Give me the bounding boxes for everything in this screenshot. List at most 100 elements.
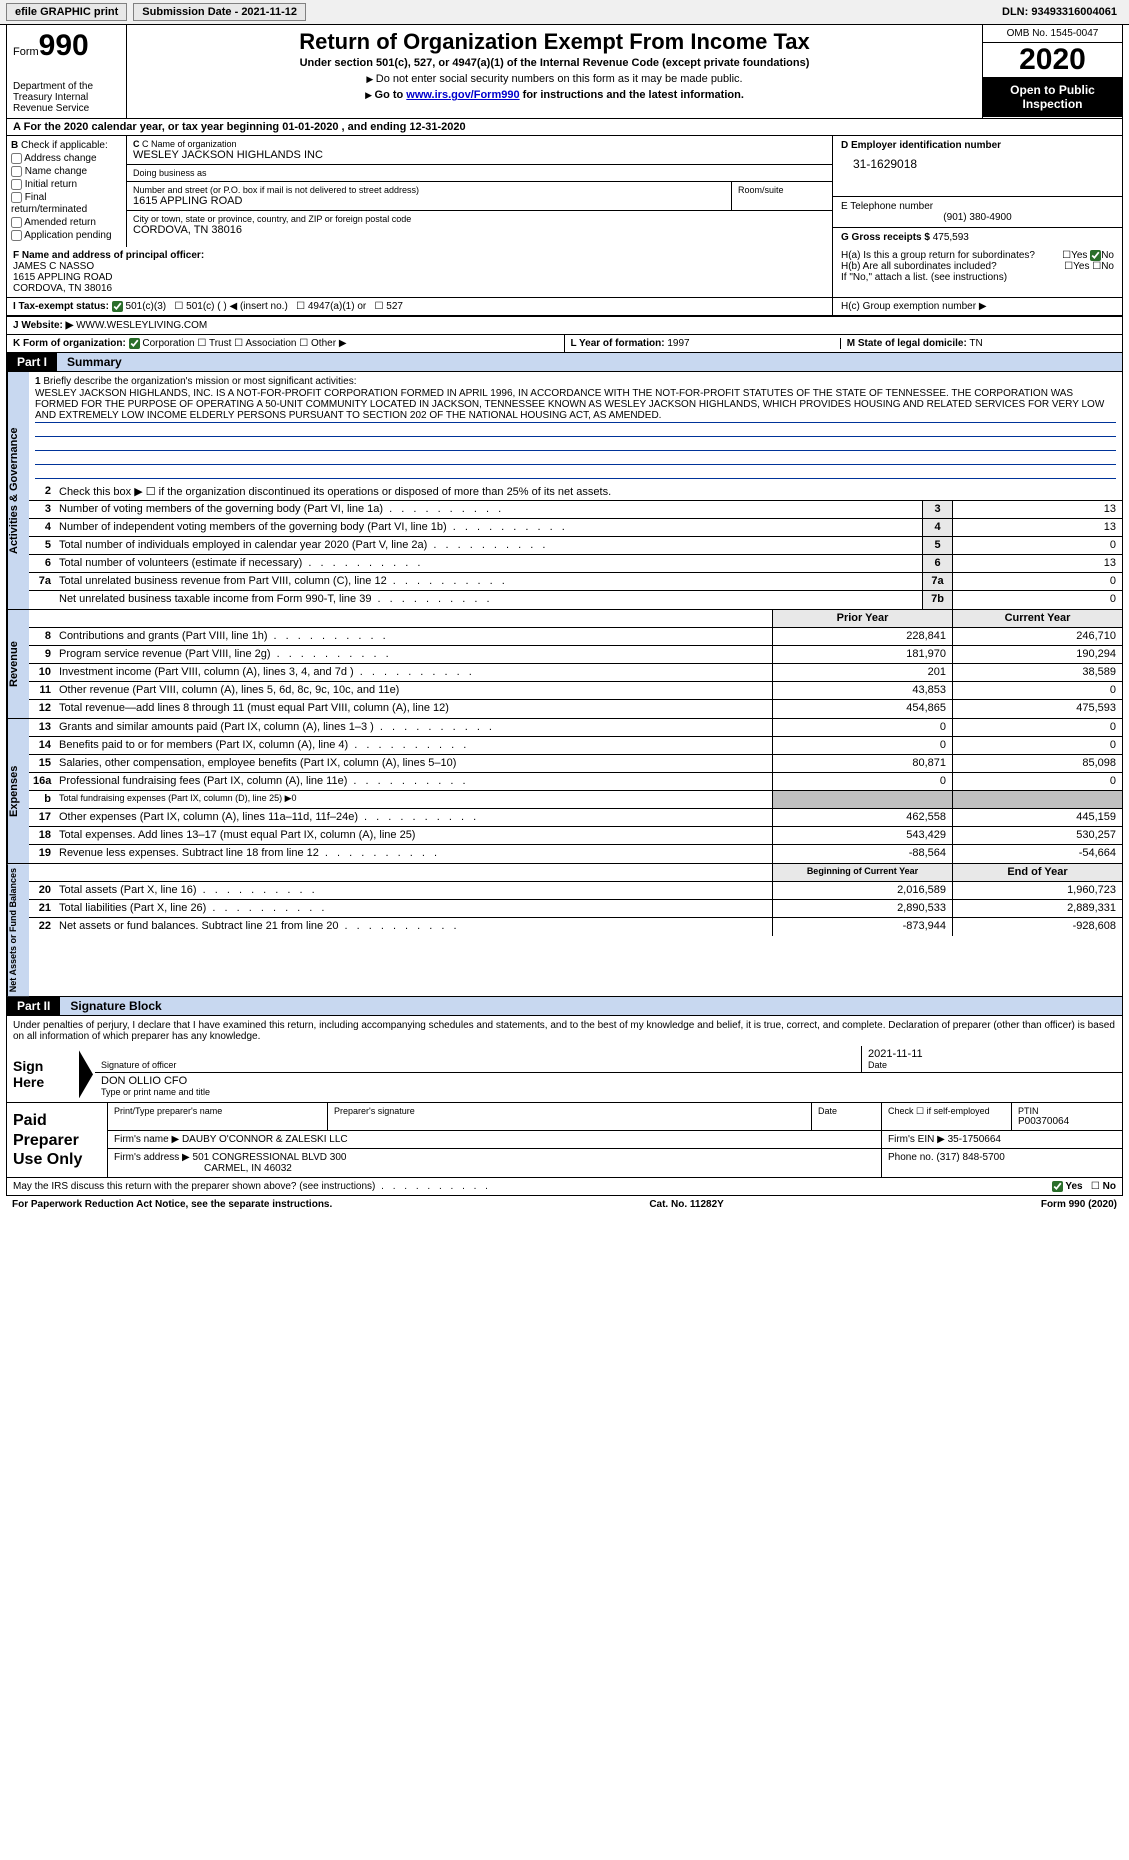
line7b-value: 0 <box>952 591 1122 609</box>
firm-phone: (317) 848-5700 <box>936 1152 1004 1163</box>
name-change-checkbox[interactable] <box>11 166 22 177</box>
form-label: Form <box>13 46 39 58</box>
return-subtitle: Under section 501(c), 527, or 4947(a)(1)… <box>133 57 976 69</box>
line17-prior: 462,558 <box>772 809 952 826</box>
line4-value: 13 <box>952 519 1122 536</box>
line11-prior: 43,853 <box>772 682 952 699</box>
section-b: B Check if applicable: Address change Na… <box>7 136 127 247</box>
note-ssn: Do not enter social security numbers on … <box>133 73 976 85</box>
revenue-section: Revenue Prior YearCurrent Year 8Contribu… <box>6 610 1123 719</box>
firm-name: DAUBY O'CONNOR & ZALESKI LLC <box>182 1134 348 1145</box>
preparer-block: Paid Preparer Use Only Print/Type prepar… <box>6 1103 1123 1178</box>
vtab-governance: Activities & Governance <box>7 372 29 609</box>
part1-header: Part I Summary <box>6 353 1123 372</box>
line12-current: 475,593 <box>952 700 1122 718</box>
street-address: 1615 APPLING ROAD <box>133 195 725 207</box>
corporation-checkbox[interactable] <box>129 338 140 349</box>
footer: For Paperwork Reduction Act Notice, see … <box>6 1196 1123 1213</box>
line6-value: 13 <box>952 555 1122 572</box>
topbar: efile GRAPHIC print Submission Date - 20… <box>0 0 1129 25</box>
note-link: Go to www.irs.gov/Form990 for instructio… <box>133 89 976 101</box>
section-f-h: F Name and address of principal officer:… <box>6 247 1123 298</box>
omb-number: OMB No. 1545-0047 <box>983 25 1122 43</box>
line18-current: 530,257 <box>952 827 1122 844</box>
line15-prior: 80,871 <box>772 755 952 772</box>
expenses-section: Expenses 13Grants and similar amounts pa… <box>6 719 1123 864</box>
vtab-revenue: Revenue <box>7 610 29 718</box>
line14-prior: 0 <box>772 737 952 754</box>
address-change-checkbox[interactable] <box>11 153 22 164</box>
city-state-zip: CORDOVA, TN 38016 <box>133 224 826 236</box>
mission-text: WESLEY JACKSON HIGHLANDS, INC. IS A NOT-… <box>35 387 1116 423</box>
ptin-value: P00370064 <box>1018 1116 1116 1127</box>
section-c: C C Name of organization WESLEY JACKSON … <box>127 136 832 247</box>
section-i-j-hc: I Tax-exempt status: 501(c)(3) ☐ 501(c) … <box>6 298 1123 317</box>
section-k-l-m: K Form of organization: Corporation ☐ Tr… <box>6 335 1123 353</box>
line13-prior: 0 <box>772 719 952 736</box>
section-d-e-g: D Employer identification number 31-1629… <box>832 136 1122 247</box>
line9-current: 190,294 <box>952 646 1122 663</box>
firm-ein: 35-1750664 <box>948 1134 1001 1145</box>
firm-addr2: CARMEL, IN 46032 <box>114 1163 875 1174</box>
line21-current: 2,889,331 <box>952 900 1122 917</box>
dln-label: DLN: 93493316004061 <box>1002 6 1123 18</box>
net-assets-section: Net Assets or Fund Balances Beginning of… <box>6 864 1123 997</box>
line22-current: -928,608 <box>952 918 1122 936</box>
state-domicile: TN <box>969 338 982 349</box>
signature-intro: Under penalties of perjury, I declare th… <box>6 1016 1123 1046</box>
year-formation: 1997 <box>667 338 689 349</box>
amended-return-checkbox[interactable] <box>11 217 22 228</box>
open-public-badge: Open to Public Inspection <box>983 77 1122 117</box>
501c3-checkbox[interactable] <box>112 301 123 312</box>
line12-prior: 454,865 <box>772 700 952 718</box>
line10-current: 38,589 <box>952 664 1122 681</box>
line20-current: 1,960,723 <box>952 882 1122 899</box>
efile-print-button[interactable]: efile GRAPHIC print <box>6 3 127 21</box>
gross-receipts-value: 475,593 <box>933 232 969 243</box>
form-number: 990 <box>39 29 89 62</box>
officer-name: JAMES C NASSO <box>13 261 826 272</box>
telephone-value: (901) 380-4900 <box>841 212 1114 223</box>
line16a-prior: 0 <box>772 773 952 790</box>
initial-return-checkbox[interactable] <box>11 179 22 190</box>
signature-arrow-icon <box>79 1050 93 1098</box>
line14-current: 0 <box>952 737 1122 754</box>
officer-print-name: DON OLLIO CFO <box>101 1075 1116 1087</box>
officer-addr1: 1615 APPLING ROAD <box>13 272 826 283</box>
line20-prior: 2,016,589 <box>772 882 952 899</box>
org-name: WESLEY JACKSON HIGHLANDS INC <box>133 149 826 161</box>
line3-value: 13 <box>952 501 1122 518</box>
line19-current: -54,664 <box>952 845 1122 863</box>
period-row: A For the 2020 calendar year, or tax yea… <box>6 119 1123 136</box>
line18-prior: 543,429 <box>772 827 952 844</box>
section-j: J Website: ▶ WWW.WESLEYLIVING.COM <box>6 317 1123 335</box>
officer-addr2: CORDOVA, TN 38016 <box>13 283 826 294</box>
ein-value: 31-1629018 <box>841 151 1114 177</box>
header-grid: B Check if applicable: Address change Na… <box>6 136 1123 247</box>
line17-current: 445,159 <box>952 809 1122 826</box>
irs-link[interactable]: www.irs.gov/Form990 <box>406 89 519 101</box>
line15-current: 85,098 <box>952 755 1122 772</box>
vtab-expenses: Expenses <box>7 719 29 863</box>
line8-current: 246,710 <box>952 628 1122 645</box>
line7a-value: 0 <box>952 573 1122 590</box>
application-pending-checkbox[interactable] <box>11 230 22 241</box>
form-header: Form990 Department of the Treasury Inter… <box>6 25 1123 119</box>
tax-year: 2020 <box>983 43 1122 77</box>
discuss-row: May the IRS discuss this return with the… <box>6 1178 1123 1196</box>
website-value: WWW.WESLEYLIVING.COM <box>76 320 207 331</box>
line21-prior: 2,890,533 <box>772 900 952 917</box>
return-title: Return of Organization Exempt From Incom… <box>133 29 976 55</box>
activities-governance-section: Activities & Governance 1 Briefly descri… <box>6 372 1123 610</box>
line11-current: 0 <box>952 682 1122 699</box>
vtab-net-assets: Net Assets or Fund Balances <box>7 864 29 996</box>
group-return-no-checkbox[interactable] <box>1090 250 1101 261</box>
submission-date-button[interactable]: Submission Date - 2021-11-12 <box>133 3 306 21</box>
part2-header: Part II Signature Block <box>6 997 1123 1016</box>
department-label: Department of the Treasury Internal Reve… <box>13 81 120 114</box>
signature-block: Sign Here Signature of officer 2021-11-1… <box>6 1046 1123 1103</box>
final-return-checkbox[interactable] <box>11 192 22 203</box>
signature-date: 2021-11-11 <box>868 1048 1116 1060</box>
firm-addr1: 501 CONGRESSIONAL BLVD 300 <box>193 1152 347 1163</box>
discuss-yes-checkbox[interactable] <box>1052 1181 1063 1192</box>
